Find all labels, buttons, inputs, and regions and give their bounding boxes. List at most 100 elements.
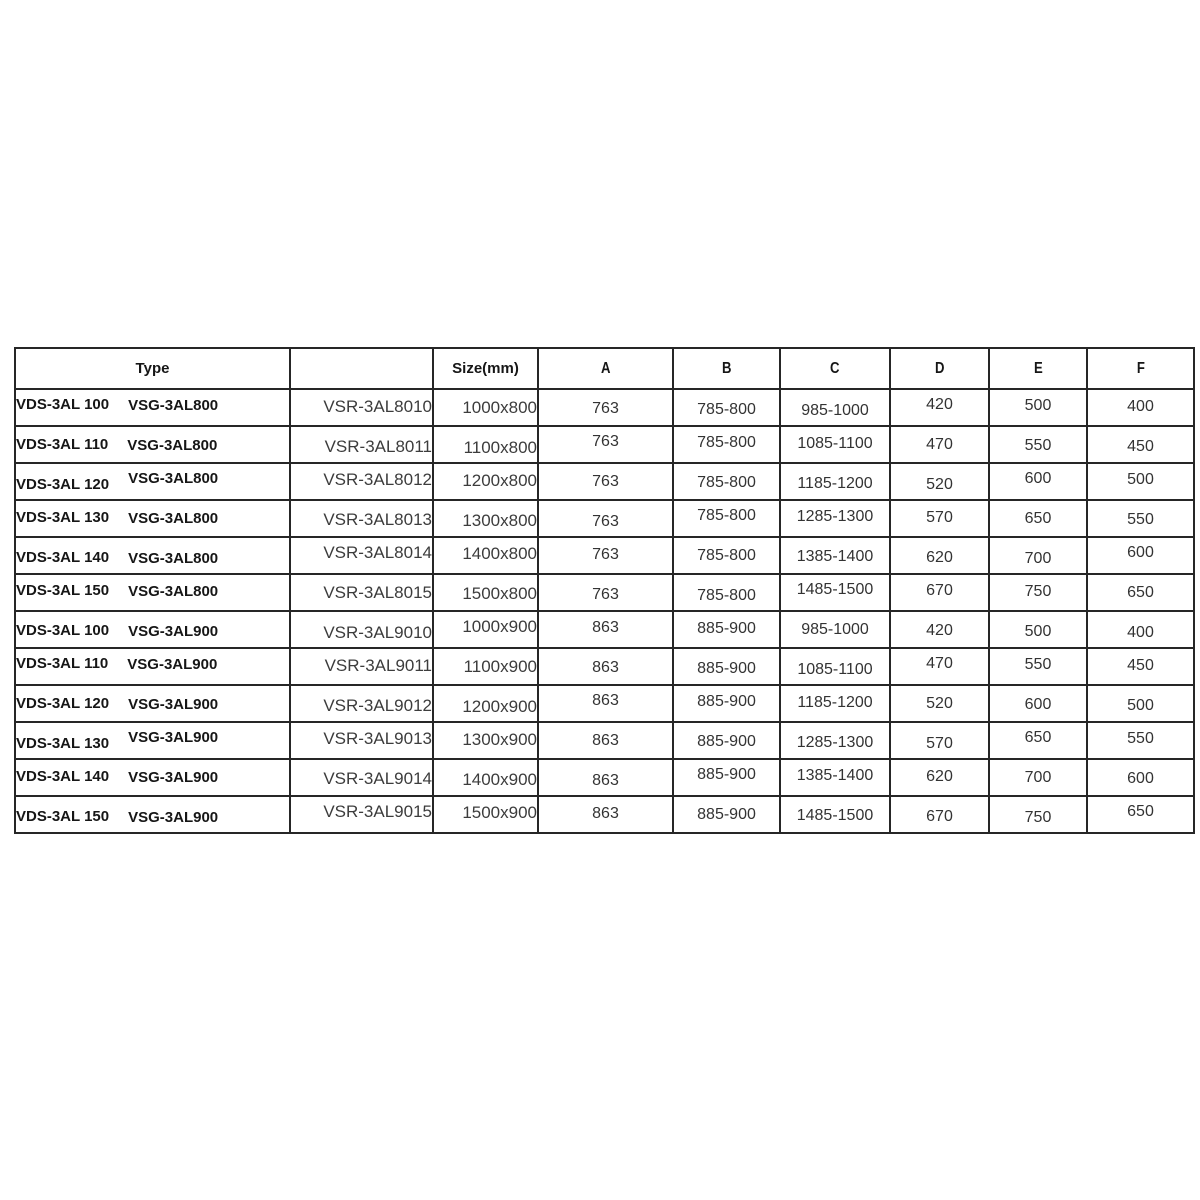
cell-code-value: VSR-3AL9014	[323, 768, 432, 788]
cell-dim-f: 650	[1086, 573, 1195, 612]
cell-dim-a: 863	[537, 647, 674, 686]
cell-dim-f-value: 450	[1127, 656, 1154, 674]
cell-dim-b-value: 785-800	[697, 586, 756, 604]
cell-size: 1500x900	[432, 795, 539, 834]
cell-dim-b: 885-900	[672, 647, 781, 686]
vsg-model-label: VSG-3AL900	[128, 728, 219, 746]
cell-dim-e-value: 500	[1024, 622, 1052, 640]
cell-dim-a-value: 863	[592, 804, 619, 822]
cell-dim-f: 450	[1086, 647, 1195, 686]
cell-dim-b: 785-800	[672, 462, 781, 501]
cell-dim-f-value: 650	[1127, 802, 1154, 820]
cell-dim-a-value: 763	[592, 399, 619, 417]
cell-dim-c: 1485-1500	[779, 795, 891, 834]
cell-dim-a: 763	[537, 462, 674, 501]
vsg-model-label: VSG-3AL800	[128, 582, 219, 600]
cell-dim-d-value: 470	[926, 435, 953, 453]
table-row: VDS-3AL 140 VSG-3AL900 VSR-3AL9014 1400x900…	[14, 758, 1195, 797]
vds-model-label: VDS-3AL 110	[16, 435, 109, 453]
cell-dim-a-value: 863	[592, 618, 619, 636]
cell-dim-e-value: 500	[1024, 396, 1052, 414]
cell-code-value: VSR-3AL8015	[323, 582, 432, 602]
vds-model-label: VDS-3AL 150	[16, 807, 110, 825]
cell-code: VSR-3AL9010	[289, 610, 434, 649]
header-dim-c: C	[779, 347, 891, 390]
header-type: Type	[14, 347, 291, 390]
vds-model-label: VDS-3AL 130	[16, 734, 110, 752]
cell-size: 1300x800	[432, 499, 539, 538]
cell-dim-d-value: 520	[926, 694, 953, 712]
cell-dim-d: 470	[889, 647, 990, 686]
cell-dim-a-value: 763	[592, 585, 619, 603]
cell-dim-e-value: 750	[1024, 582, 1052, 600]
cell-dim-d: 570	[889, 499, 990, 538]
cell-size: 1100x800	[432, 425, 539, 464]
cell-dim-a: 763	[537, 425, 674, 464]
cell-dim-e: 500	[988, 610, 1088, 649]
cell-size-value: 1300x900	[462, 729, 537, 749]
cell-dim-b-value: 885-900	[697, 732, 756, 750]
cell-dim-a: 863	[537, 758, 674, 797]
cell-dim-d-value: 420	[926, 621, 953, 639]
header-code-blank	[289, 347, 434, 390]
cell-dim-f: 400	[1086, 388, 1195, 427]
cell-dim-e: 700	[988, 758, 1088, 797]
cell-dim-b-value: 885-900	[697, 765, 756, 783]
cell-dim-d-value: 520	[926, 475, 953, 493]
cell-code: VSR-3AL9011	[289, 647, 434, 686]
cell-dim-f: 600	[1086, 758, 1195, 797]
cell-type: VDS-3AL 150 VSG-3AL900	[14, 795, 291, 834]
cell-dim-b-value: 885-900	[697, 692, 756, 710]
cell-code-value: VSR-3AL9011	[324, 655, 432, 675]
cell-dim-a-value: 763	[592, 432, 619, 450]
cell-dim-e: 750	[988, 573, 1088, 612]
cell-dim-f-value: 600	[1127, 543, 1154, 561]
cell-size: 1100x900	[432, 647, 539, 686]
cell-dim-f: 550	[1086, 721, 1195, 760]
spec-table: Type Size(mm) A B C D E F VDS-3AL 100 VSG…	[14, 347, 1195, 834]
cell-dim-e-value: 650	[1024, 509, 1052, 527]
header-row: Type Size(mm) A B C D E F	[14, 347, 1195, 390]
vsg-model-label: VSG-3AL800	[127, 436, 218, 454]
cell-dim-e: 600	[988, 462, 1088, 501]
cell-code: VSR-3AL8014	[289, 536, 434, 575]
cell-size-value: 1200x900	[462, 696, 537, 716]
cell-dim-f-value: 550	[1127, 729, 1154, 747]
cell-dim-d-value: 420	[926, 395, 953, 413]
cell-dim-f-value: 500	[1127, 470, 1154, 488]
cell-dim-a: 863	[537, 684, 674, 723]
cell-code-value: VSR-3AL8010	[323, 396, 432, 416]
cell-dim-c-value: 1385-1400	[796, 547, 874, 565]
cell-dim-e-value: 550	[1024, 655, 1052, 673]
cell-dim-a: 763	[537, 388, 674, 427]
table-row: VDS-3AL 150 VSG-3AL900 VSR-3AL9015 1500x900…	[14, 795, 1195, 834]
cell-dim-e: 700	[988, 536, 1088, 575]
cell-code: VSR-3AL8013	[289, 499, 434, 538]
vds-model-label: VDS-3AL 110	[16, 654, 109, 672]
cell-dim-d: 420	[889, 388, 990, 427]
header-dim-a: A	[537, 347, 674, 390]
vsg-model-label: VSG-3AL900	[128, 622, 219, 640]
cell-type: VDS-3AL 110 VSG-3AL900	[14, 647, 291, 686]
cell-dim-a: 863	[537, 795, 674, 834]
table-row: VDS-3AL 110 VSG-3AL900 VSR-3AL9011 1100x900…	[14, 647, 1195, 686]
cell-type: VDS-3AL 150 VSG-3AL800	[14, 573, 291, 612]
cell-code: VSR-3AL8012	[289, 462, 434, 501]
cell-dim-a-value: 863	[592, 658, 619, 676]
cell-type: VDS-3AL 130 VSG-3AL800	[14, 499, 291, 538]
cell-size: 1500x800	[432, 573, 539, 612]
cell-dim-b-value: 885-900	[697, 619, 756, 637]
cell-size: 1400x900	[432, 758, 539, 797]
cell-dim-e-value: 600	[1024, 469, 1052, 487]
vds-model-label: VDS-3AL 100	[16, 395, 110, 413]
cell-dim-b: 885-900	[672, 758, 781, 797]
vsg-model-label: VSG-3AL900	[127, 655, 218, 673]
cell-dim-e: 550	[988, 425, 1088, 464]
cell-dim-f-value: 400	[1127, 397, 1154, 415]
cell-dim-b: 785-800	[672, 388, 781, 427]
cell-size-value: 1500x900	[462, 802, 537, 822]
cell-code: VSR-3AL9012	[289, 684, 434, 723]
cell-dim-b: 785-800	[672, 425, 781, 464]
cell-code: VSR-3AL8011	[289, 425, 434, 464]
